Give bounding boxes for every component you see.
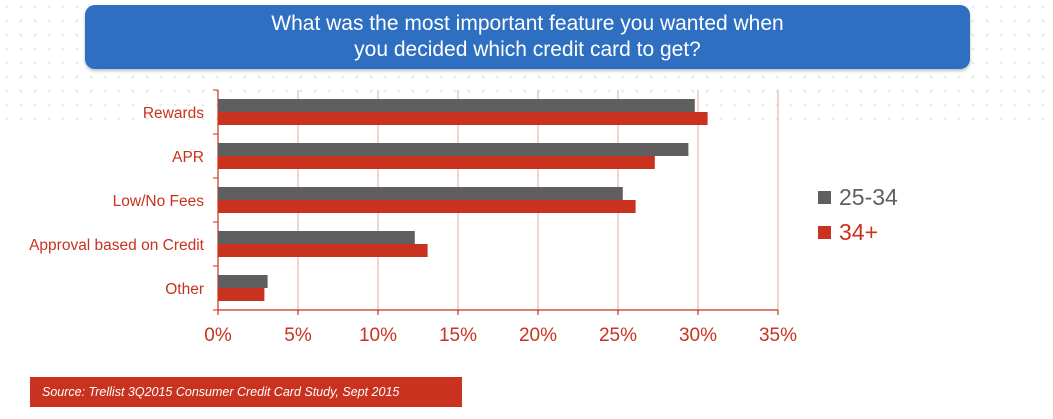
category-label: Other [165,281,204,298]
bar-34-plus [218,156,655,169]
bar-25-34 [218,143,689,156]
category-label: Approval based on Credit [29,237,205,254]
category-label: APR [172,149,204,166]
legend-swatch-34-plus [818,225,831,239]
chart-title-line-1: What was the most important feature you … [271,12,784,35]
category-label: Rewards [143,105,204,122]
bar-34-plus [218,112,708,125]
bar-34-plus [218,288,265,301]
legend-swatch-25-34 [818,190,831,204]
bar-25-34 [218,275,268,288]
x-tick-label: 15% [439,325,477,346]
bar-25-34 [218,99,695,112]
legend-item-34-plus: 34+ [818,217,878,247]
legend-label-25-34: 25-34 [839,183,898,210]
chart-title-line-2: you decided which credit card to get? [354,38,701,61]
chart-title-banner: What was the most important feature you … [85,5,970,69]
legend-item-25-34: 25-34 [818,182,898,212]
source-note: Source: Trellist 3Q2015 Consumer Credit … [30,377,462,407]
x-tick-label: 0% [204,325,232,346]
bar-34-plus [218,200,636,213]
x-tick-label: 30% [679,325,717,346]
bar-34-plus [218,244,428,257]
bar-25-34 [218,187,623,200]
x-tick-label: 10% [359,325,397,346]
x-tick-label: 20% [519,325,557,346]
x-tick-label: 25% [599,325,637,346]
category-label: Low/No Fees [113,193,205,210]
x-tick-label: 5% [284,325,312,346]
legend-label-34-plus: 34+ [839,218,879,245]
x-tick-label: 35% [759,325,797,346]
bar-25-34 [218,231,415,244]
